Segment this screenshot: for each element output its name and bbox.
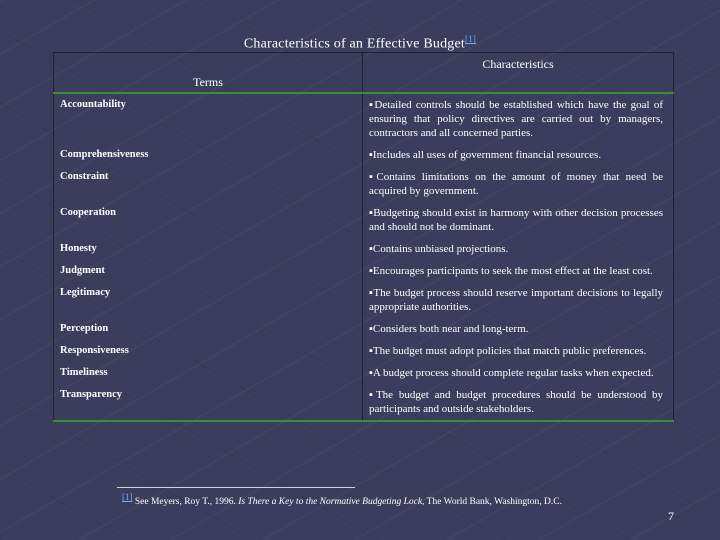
term-cell: Cooperation xyxy=(53,202,363,238)
term-cell: Honesty xyxy=(53,238,363,260)
table-row: Perception ▪Considers both near and long-… xyxy=(53,318,674,340)
term-cell: Comprehensiveness xyxy=(53,144,363,166)
header-cell: Terms xyxy=(53,52,363,94)
footnote-link[interactable]: [1] xyxy=(465,34,477,44)
footnote-publisher: The World Bank, Washington, D.C. xyxy=(426,497,562,508)
table-row: Accountability ▪Detailed controls should … xyxy=(53,93,674,144)
term-cell: Transparency xyxy=(53,384,363,422)
characteristic-cell: ▪Includes all uses of government financi… xyxy=(369,149,602,161)
budget-table: Terms Characteristics Accountability ▪Det… xyxy=(53,52,674,422)
footnote-rule xyxy=(117,487,355,488)
table-body: Accountability ▪Detailed controls should … xyxy=(53,93,674,422)
footnote-work: Is There a Key to the Normative Budgetin… xyxy=(238,497,425,508)
title-text: Characteristics of an Effective Budget xyxy=(243,36,466,52)
characteristic-cell: ▪Contains limitations on the amount of m… xyxy=(369,171,663,197)
term-cell: Perception xyxy=(53,318,363,340)
characteristic-cell: ▪The budget must adopt policies that mat… xyxy=(369,345,647,357)
table-row: Constraint ▪Contains limitations on the a… xyxy=(53,166,674,202)
term-cell: Responsiveness xyxy=(53,340,363,362)
characteristic-cell: ▪Considers both near and long-term. xyxy=(369,323,529,335)
characteristic-cell: ▪The budget and budget procedures should… xyxy=(362,384,674,422)
table-row: Cooperation ▪Budgeting should exist in ha… xyxy=(53,202,674,238)
table-row: Timeliness ▪A budget process should compl… xyxy=(53,362,674,384)
table-row: Comprehensiveness ▪Includes all uses of g… xyxy=(53,144,674,166)
table-row: Judgment ▪Encourages participants to seek… xyxy=(53,260,674,282)
table-row: Responsiveness ▪The budget must adopt pol… xyxy=(53,340,674,362)
term-cell: Judgment xyxy=(53,260,363,282)
slide-title: Characteristics of an Effective Budget[1… xyxy=(0,34,720,53)
footnote: [1] See Meyers, Roy T., 1996. Is There a… xyxy=(122,492,562,507)
header-cell: Characteristics xyxy=(362,52,674,94)
term-cell: Accountability xyxy=(53,93,363,144)
footnote-marker: [1] xyxy=(122,492,133,502)
footnote-text: See Meyers, Roy T., 1996. xyxy=(134,497,236,508)
table-row: Transparency ▪The budget and budget proce… xyxy=(53,384,674,422)
characteristic-cell: ▪Contains unbiased projections. xyxy=(369,243,509,255)
characteristic-cell: ▪Budgeting should exist in harmony with … xyxy=(369,207,663,233)
characteristic-cell: ▪Encourages participants to seek the mos… xyxy=(369,265,653,277)
characteristic-cell: ▪The budget process should reserve impor… xyxy=(369,287,663,313)
page-number: 7 xyxy=(668,509,674,523)
term-cell: Constraint xyxy=(53,166,363,202)
characteristic-cell: ▪A budget process should complete regula… xyxy=(369,367,654,379)
characteristic-cell: ▪Detailed controls should be established… xyxy=(369,99,663,139)
table-row: Honesty ▪Contains unbiased projections. xyxy=(53,238,674,260)
term-cell: Timeliness xyxy=(53,362,363,384)
term-cell: Legitimacy xyxy=(53,282,363,318)
table-row: Legitimacy ▪The budget process should res… xyxy=(53,282,674,318)
header-row: Terms Characteristics xyxy=(53,52,674,94)
